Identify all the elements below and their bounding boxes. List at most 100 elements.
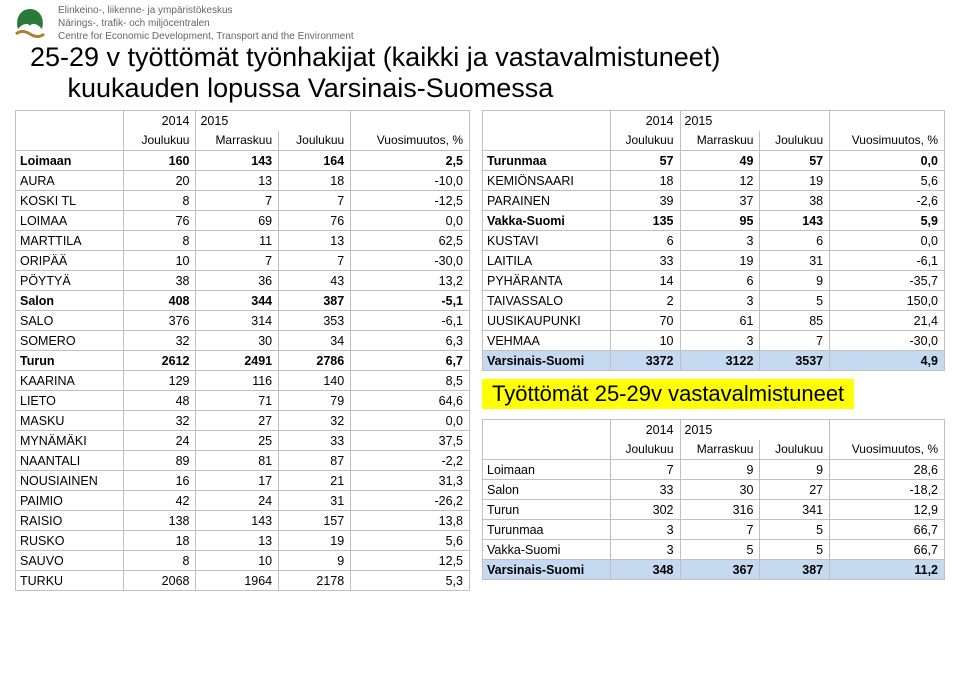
rtop-val-a: 135 (610, 211, 680, 231)
rtop-val-a: 33 (610, 251, 680, 271)
rtop-name: VEHMAA (483, 331, 611, 351)
left-row: AURA201318-10,0 (16, 171, 470, 191)
left-val-d: -2,2 (351, 451, 470, 471)
rbot-val-b: 5 (680, 540, 760, 560)
left-val-c: 9 (279, 551, 351, 571)
left-val-c: 164 (279, 151, 351, 171)
left-row: SALO376314353-6,1 (16, 311, 470, 331)
left-val-b: 25 (196, 431, 279, 451)
left-val-d: -30,0 (351, 251, 470, 271)
left-val-a: 10 (124, 251, 196, 271)
left-val-d: 2,5 (351, 151, 470, 171)
left-val-a: 32 (124, 411, 196, 431)
left-val-b: 30 (196, 331, 279, 351)
left-val-d: 64,6 (351, 391, 470, 411)
left-val-b: 81 (196, 451, 279, 471)
left-row: TURKU2068196421785,3 (16, 571, 470, 591)
bcol-blank2 (830, 420, 945, 440)
left-name: RUSKO (16, 531, 124, 551)
rtop-val-a: 2 (610, 291, 680, 311)
rtop-val-b: 3 (680, 291, 760, 311)
left-val-c: 32 (279, 411, 351, 431)
rbot-val-a: 348 (610, 560, 680, 580)
col-joulukuu-1: Joulukuu (124, 131, 196, 151)
rbot-val-d: 28,6 (830, 460, 945, 480)
rbot-row: Turunmaa37566,7 (483, 520, 945, 540)
rbot-val-d: -18,2 (830, 480, 945, 500)
left-val-d: -26,2 (351, 491, 470, 511)
rcol-blank (483, 111, 611, 131)
rtop-name: Vakka-Suomi (483, 211, 611, 231)
rtop-val-d: 4,9 (830, 351, 945, 371)
left-val-d: 37,5 (351, 431, 470, 451)
rtop-row: VEHMAA1037-30,0 (483, 331, 945, 351)
rtop-val-b: 12 (680, 171, 760, 191)
content-area: 2014 2015 Joulukuu Marraskuu Joulukuu Vu… (0, 110, 960, 591)
rtop-val-b: 3 (680, 331, 760, 351)
rbot-val-d: 12,9 (830, 500, 945, 520)
left-name: MYNÄMÄKI (16, 431, 124, 451)
left-row: MASKU3227320,0 (16, 411, 470, 431)
rtop-row: Turunmaa5749570,0 (483, 151, 945, 171)
rtop-val-d: 0,0 (830, 231, 945, 251)
rtop-row: KEMIÖNSAARI1812195,6 (483, 171, 945, 191)
rtop-val-c: 19 (760, 171, 830, 191)
rcol-marraskuu: Marraskuu (680, 131, 760, 151)
rtop-val-d: 5,9 (830, 211, 945, 231)
rtop-val-d: 150,0 (830, 291, 945, 311)
left-val-c: 79 (279, 391, 351, 411)
left-name: AURA (16, 171, 124, 191)
rtop-val-d: -30,0 (830, 331, 945, 351)
left-val-c: 21 (279, 471, 351, 491)
rbot-name: Vakka-Suomi (483, 540, 611, 560)
rcol-joulukuu-2: Joulukuu (760, 131, 830, 151)
left-row: RUSKO1813195,6 (16, 531, 470, 551)
left-val-b: 116 (196, 371, 279, 391)
rtop-name: PYHÄRANTA (483, 271, 611, 291)
rbot-val-c: 341 (760, 500, 830, 520)
left-val-d: 6,3 (351, 331, 470, 351)
left-val-b: 24 (196, 491, 279, 511)
left-name: SALO (16, 311, 124, 331)
left-name: LOIMAA (16, 211, 124, 231)
rtop-name: Varsinais-Suomi (483, 351, 611, 371)
left-val-b: 143 (196, 511, 279, 531)
left-name: NAANTALI (16, 451, 124, 471)
left-val-b: 36 (196, 271, 279, 291)
left-row: KOSKI TL877-12,5 (16, 191, 470, 211)
rbot-row: Salon333027-18,2 (483, 480, 945, 500)
rtop-name: KUSTAVI (483, 231, 611, 251)
left-val-b: 17 (196, 471, 279, 491)
left-val-b: 7 (196, 251, 279, 271)
left-val-d: 13,2 (351, 271, 470, 291)
left-val-a: 138 (124, 511, 196, 531)
rbot-val-b: 9 (680, 460, 760, 480)
bcol-joulukuu-2: Joulukuu (760, 440, 830, 460)
left-row: ORIPÄÄ1077-30,0 (16, 251, 470, 271)
rbot-val-a: 7 (610, 460, 680, 480)
rbot-val-c: 5 (760, 520, 830, 540)
left-val-a: 24 (124, 431, 196, 451)
rtop-val-a: 39 (610, 191, 680, 211)
left-row: MARTTILA8111362,5 (16, 231, 470, 251)
left-val-b: 2491 (196, 351, 279, 371)
left-val-c: 34 (279, 331, 351, 351)
rtop-val-c: 5 (760, 291, 830, 311)
left-val-b: 71 (196, 391, 279, 411)
subtitle-highlight: Työttömät 25-29v vastavalmistuneet (482, 375, 945, 413)
left-val-d: 5,3 (351, 571, 470, 591)
rbot-name: Varsinais-Suomi (483, 560, 611, 580)
left-name: RAISIO (16, 511, 124, 531)
rbot-val-a: 3 (610, 520, 680, 540)
agency-text: Elinkeino-, liikenne- ja ympäristökeskus… (58, 4, 354, 43)
left-val-d: -5,1 (351, 291, 470, 311)
left-val-c: 2786 (279, 351, 351, 371)
rbot-val-a: 3 (610, 540, 680, 560)
rbot-val-c: 27 (760, 480, 830, 500)
agency-header: Elinkeino-, liikenne- ja ympäristökeskus… (0, 0, 960, 44)
title-line-2: kuukauden lopussa Varsinais-Suomessa (68, 73, 554, 103)
left-val-d: 31,3 (351, 471, 470, 491)
col-year-2015: 2015 (196, 111, 351, 131)
rtop-val-d: 0,0 (830, 151, 945, 171)
bcol-joulukuu-1: Joulukuu (610, 440, 680, 460)
